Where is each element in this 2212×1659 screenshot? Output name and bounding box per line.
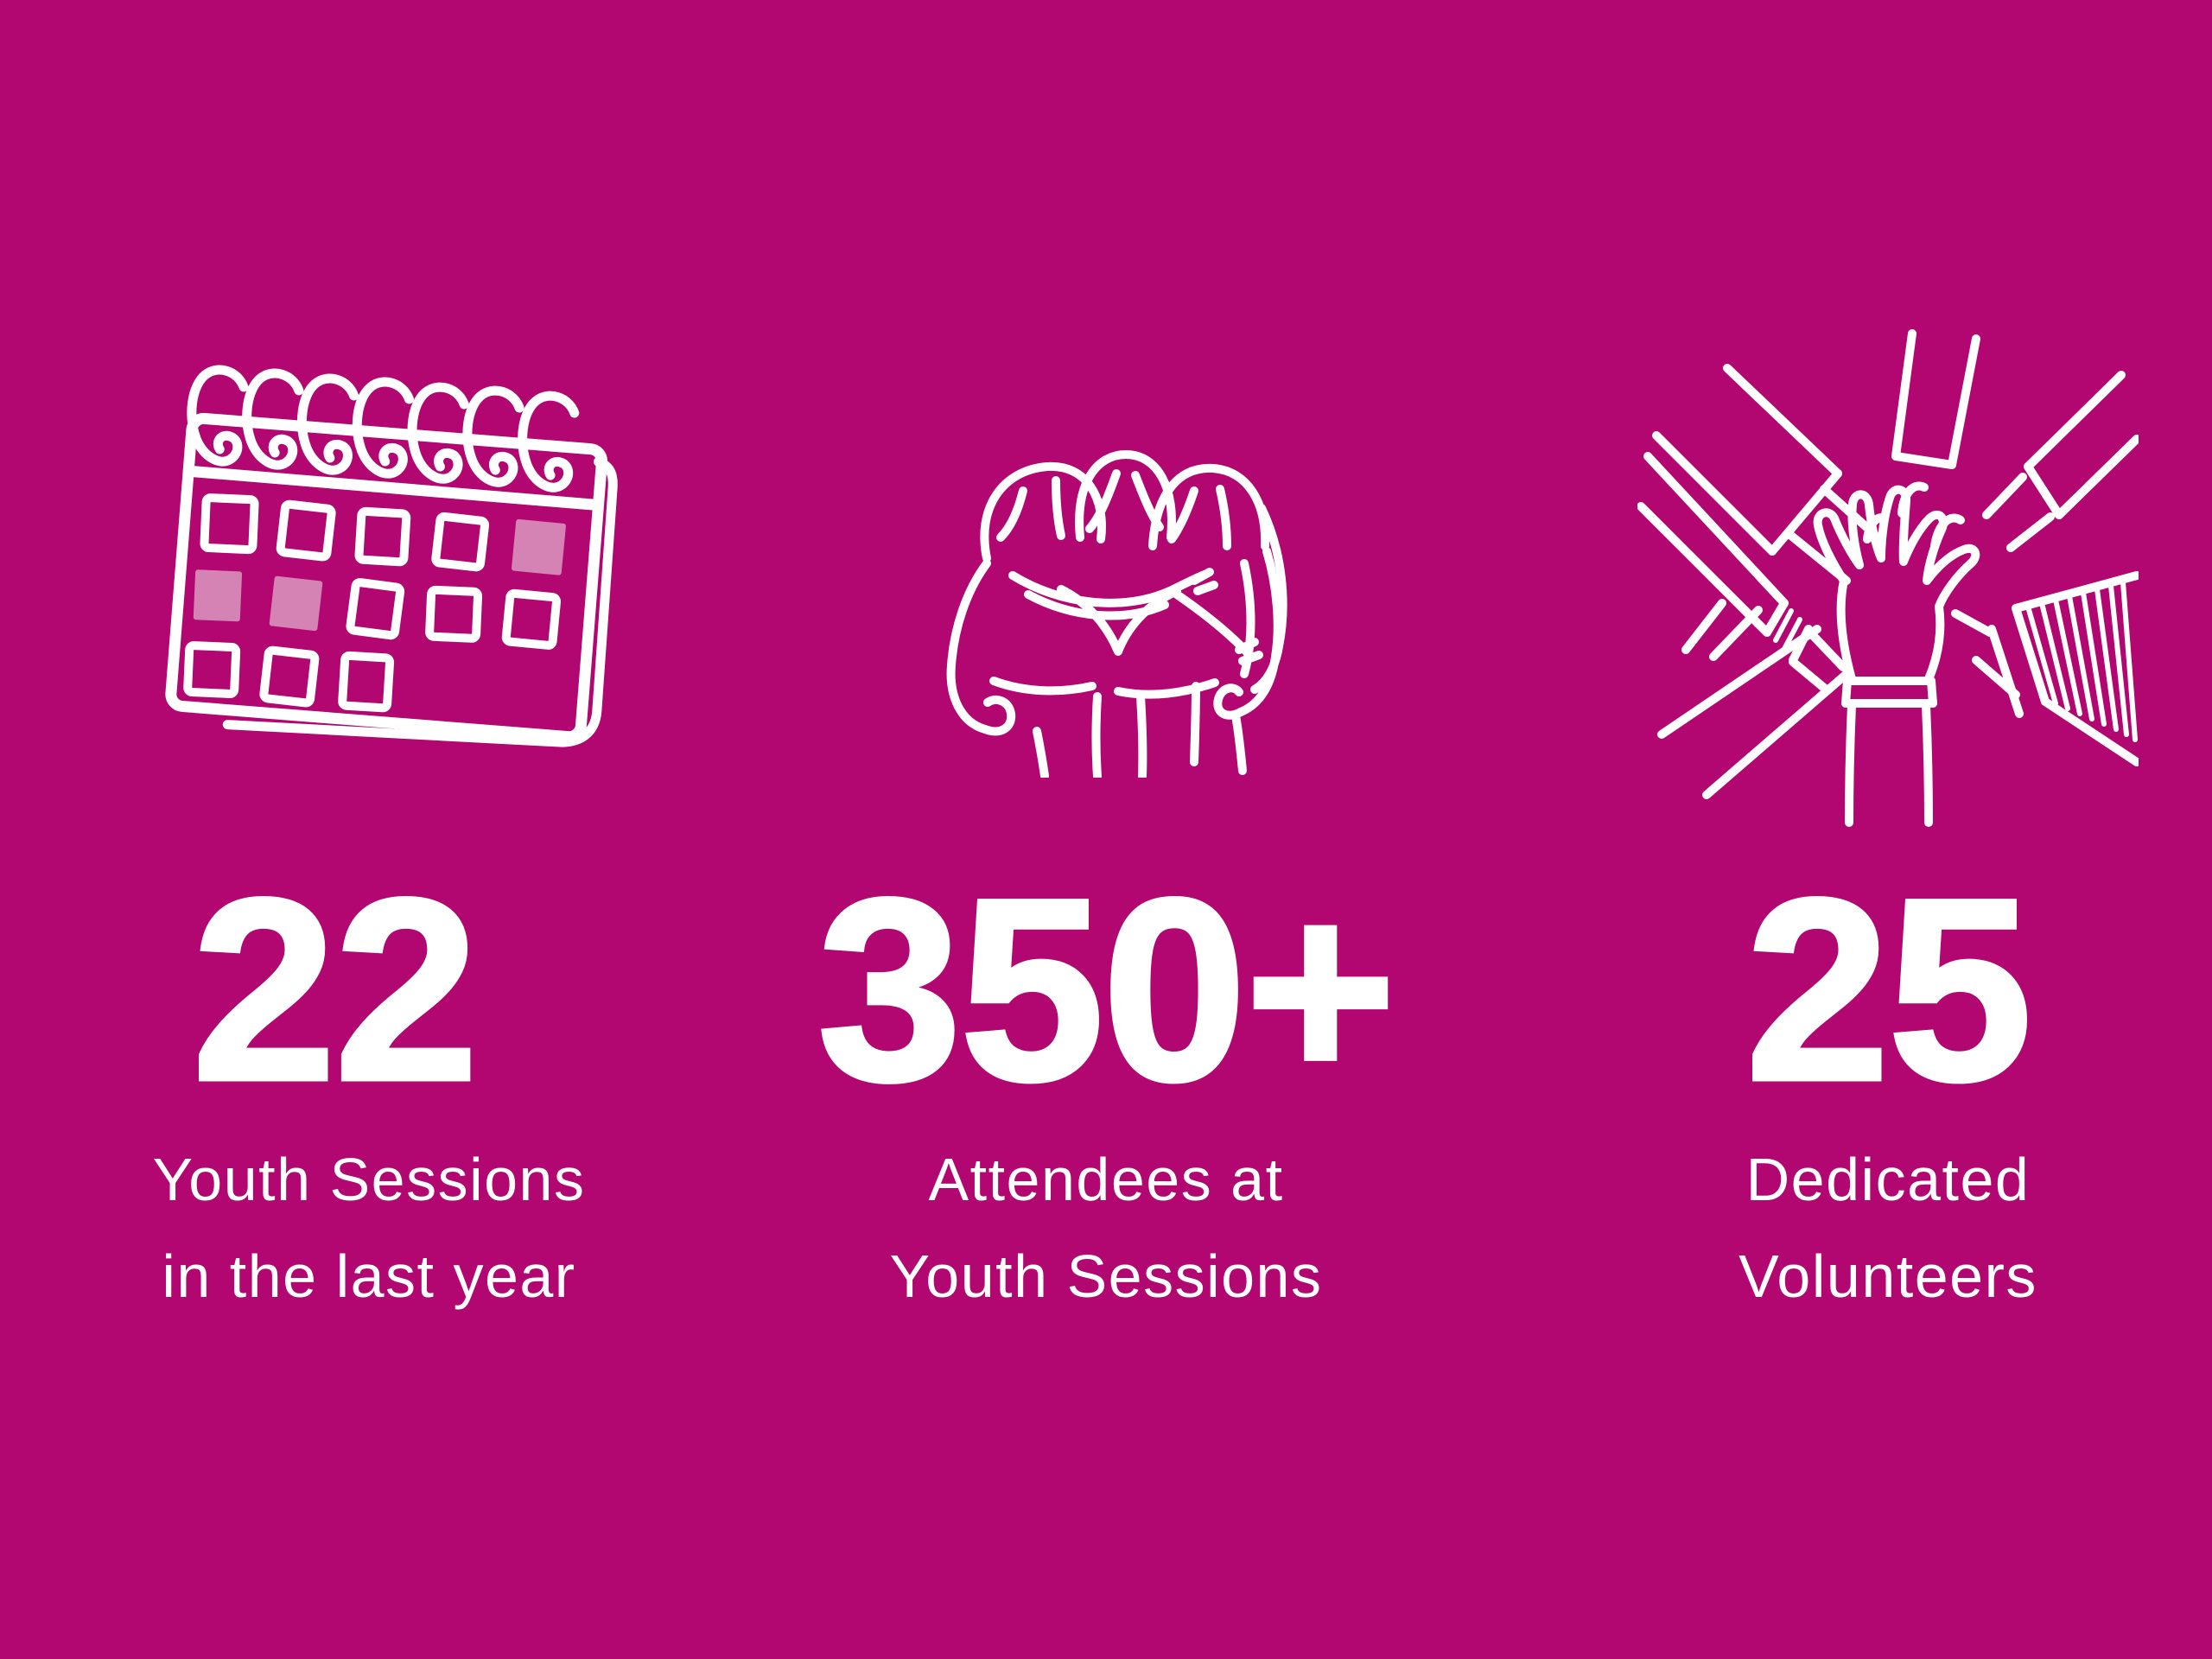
arm-top-left bbox=[1652, 364, 1878, 585]
hands-together-icon-svg bbox=[1637, 329, 2139, 827]
calendar-icon bbox=[134, 324, 618, 834]
stat-label-attendees: Attendees at Youth Sessions bbox=[890, 1131, 1323, 1325]
sleeve-hatching bbox=[2025, 580, 2138, 742]
stat-label-line: Volunteers bbox=[1738, 1243, 2037, 1310]
left-person-head bbox=[980, 461, 1106, 563]
stat-label-line: Youth Sessions bbox=[152, 1146, 586, 1213]
stat-label-line: Dedicated bbox=[1745, 1146, 2031, 1213]
group-hug-icon-svg bbox=[946, 450, 1287, 778]
stat-value-volunteers: 25 bbox=[1744, 844, 2035, 1135]
stat-label-youth-sessions: Youth Sessions in the last year bbox=[153, 1131, 586, 1325]
stat-label-volunteers: Dedicated Volunteers bbox=[1738, 1131, 2037, 1325]
stat-column-youth-sessions: 22 Youth Sessions in the last year bbox=[0, 0, 738, 1659]
stat-value-youth-sessions: 22 bbox=[190, 844, 481, 1135]
hands-together-icon bbox=[1637, 324, 2139, 834]
calendar-highlighted-day bbox=[511, 518, 566, 575]
stat-column-volunteers: 25 Dedicated Volunteers bbox=[1519, 0, 2212, 1659]
calendar-highlighted-day bbox=[193, 569, 242, 622]
calendar-highlighted-day bbox=[269, 575, 322, 632]
arm-top-right bbox=[1982, 371, 2139, 552]
middle-person-hood bbox=[1057, 585, 1181, 656]
arm-bottom-left bbox=[1657, 625, 1851, 799]
arm-right-hatched-sleeve bbox=[1951, 571, 2139, 766]
central-hand bbox=[1813, 485, 1980, 827]
calendar-day-squares bbox=[182, 493, 566, 713]
arm-top bbox=[1891, 329, 1980, 518]
stat-value-attendees: 350+ bbox=[816, 844, 1399, 1135]
arm-left-hatched-cuff bbox=[1637, 452, 1847, 692]
stat-column-attendees: 350+ Attendees at Youth Sessions bbox=[737, 0, 1475, 1659]
stat-label-line: Youth Sessions bbox=[889, 1243, 1323, 1310]
cuff-hatching bbox=[1773, 608, 1802, 652]
speed-lines bbox=[1681, 599, 1763, 661]
calendar-icon-svg bbox=[164, 355, 618, 747]
calendar-body bbox=[164, 412, 618, 747]
group-hems-and-legs bbox=[989, 677, 1247, 778]
right-person-body bbox=[1173, 547, 1282, 720]
group-hug-icon bbox=[890, 324, 1322, 834]
stat-label-line: in the last year bbox=[162, 1243, 576, 1310]
stat-label-line: Attendees at bbox=[928, 1146, 1284, 1213]
